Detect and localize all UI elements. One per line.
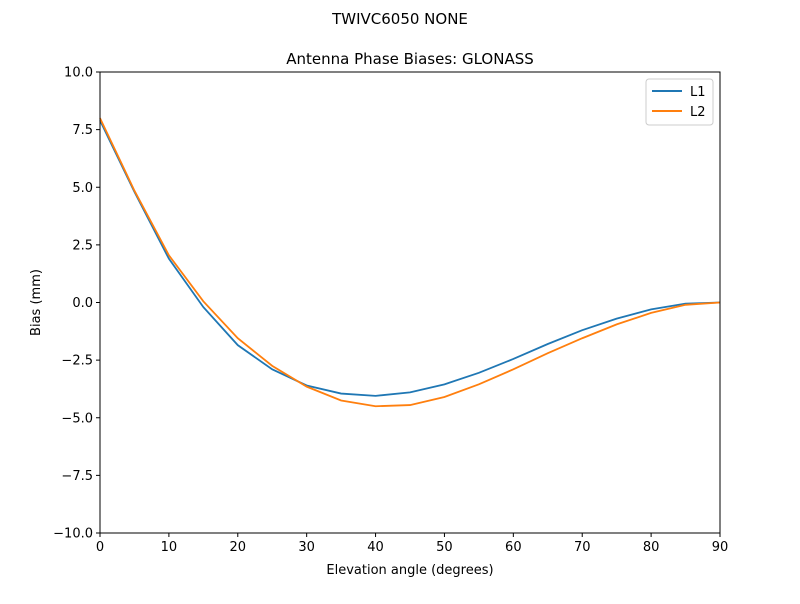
y-tick-label: 7.5 — [72, 123, 93, 138]
x-tick-label: 30 — [298, 540, 315, 555]
legend: L1 L2 — [645, 78, 714, 126]
y-tick-label: −10.0 — [53, 527, 93, 542]
legend-label-l1: L1 — [690, 85, 706, 100]
chart-title: Antenna Phase Biases: GLONASS — [286, 50, 534, 68]
x-tick-label: 90 — [712, 540, 729, 555]
x-tick-label: 0 — [96, 540, 104, 555]
axes-frame — [99, 71, 721, 534]
x-tick-label: 60 — [505, 540, 522, 555]
suptitle: TWIVC6050 NONE — [331, 10, 468, 28]
x-tick-label: 20 — [230, 540, 247, 555]
x-tick-label: 70 — [574, 540, 591, 555]
y-tick-label: 10.0 — [64, 66, 93, 81]
legend-label-l2: L2 — [690, 105, 706, 120]
y-tick-label: −2.5 — [61, 354, 93, 369]
y-tick-label: 0.0 — [72, 296, 93, 311]
x-tick-label: 50 — [436, 540, 453, 555]
y-tick-label: 2.5 — [72, 238, 93, 253]
y-tick-label: 5.0 — [72, 181, 93, 196]
x-tick-label: 40 — [367, 540, 384, 555]
x-axis-label: Elevation angle (degrees) — [326, 563, 493, 578]
y-tick-label: −5.0 — [61, 411, 93, 426]
x-tick-label: 80 — [643, 540, 660, 555]
series-line-l1 — [99, 120, 721, 397]
x-tick-label: 10 — [161, 540, 178, 555]
y-axis-label: Bias (mm) — [29, 269, 44, 336]
y-tick-label: −7.5 — [61, 469, 93, 484]
series-line-l2 — [99, 117, 721, 408]
